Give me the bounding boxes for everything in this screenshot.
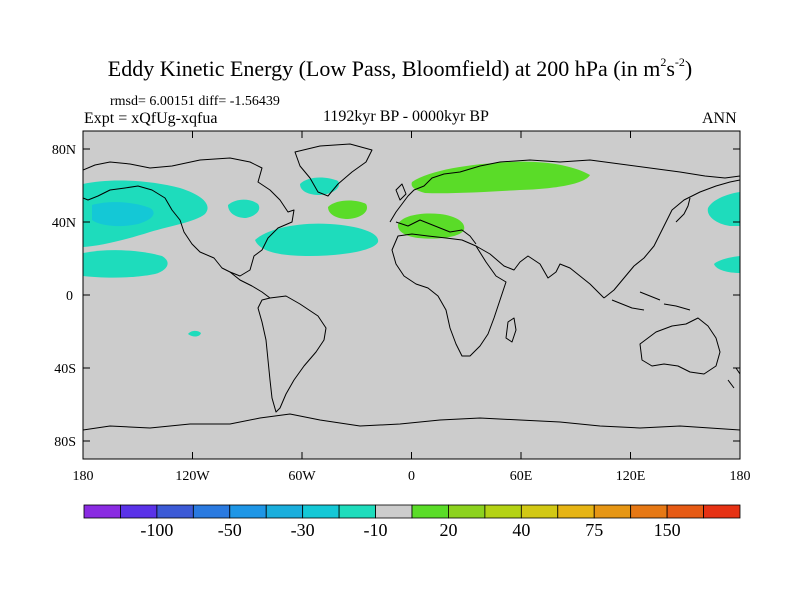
colorbar-label: 75 bbox=[585, 520, 603, 540]
season-label: ANN bbox=[702, 110, 737, 127]
anomaly-subtropical-pacific bbox=[83, 250, 168, 278]
coast-greenland bbox=[294, 143, 373, 197]
axis-ticks bbox=[82, 131, 741, 459]
coast-british-isles bbox=[395, 183, 407, 201]
lon-label-180e: 180 bbox=[730, 469, 751, 484]
anomaly-north-atlantic bbox=[255, 223, 379, 256]
colorbar-box bbox=[120, 504, 158, 519]
colorbar-box bbox=[338, 504, 376, 519]
title-superscript-2: -2 bbox=[674, 54, 685, 69]
lat-label-40n: 40N bbox=[52, 216, 76, 231]
colorbar-label: 20 bbox=[439, 520, 457, 540]
stats-text: rmsd= 6.00151 diff= -1.56439 bbox=[110, 94, 280, 109]
coast-central-america bbox=[229, 271, 271, 299]
coast-indonesia bbox=[611, 291, 691, 311]
title-superscript-1: 2 bbox=[660, 54, 667, 69]
coast-north-america bbox=[83, 157, 295, 277]
colorbar-box bbox=[666, 504, 704, 519]
anomaly-south-pacific-spot bbox=[188, 330, 201, 337]
colorbar-label: -100 bbox=[140, 520, 173, 540]
lat-label-80s: 80S bbox=[54, 435, 76, 450]
colorbar-box bbox=[448, 504, 486, 519]
title-end: ) bbox=[684, 56, 693, 81]
colorbar-box bbox=[520, 504, 559, 519]
anomaly-greenland bbox=[300, 177, 340, 195]
anomaly-layer bbox=[83, 161, 740, 337]
colorbar-box bbox=[703, 504, 741, 519]
anomaly-north-pacific-core bbox=[92, 202, 154, 227]
lon-label-60e: 60E bbox=[510, 469, 533, 484]
colorbar-box bbox=[557, 504, 595, 519]
colorbar-box bbox=[229, 504, 267, 519]
lat-label-40s: 40S bbox=[54, 362, 76, 377]
coastlines bbox=[83, 143, 740, 431]
colorbar-box bbox=[302, 504, 340, 519]
coast-europe-south bbox=[395, 219, 477, 245]
coast-europe-asia bbox=[389, 159, 740, 223]
colorbar-box bbox=[630, 504, 668, 519]
coast-africa bbox=[391, 233, 507, 357]
experiment-label: Expt = xQfUg-xqfua bbox=[84, 110, 218, 127]
colorbar-label: -50 bbox=[218, 520, 242, 540]
anomaly-northern-europe bbox=[411, 161, 590, 194]
colorbar-label: -30 bbox=[291, 520, 315, 540]
anomaly-western-pacific bbox=[707, 192, 740, 226]
colorbar-box bbox=[593, 504, 632, 519]
colorbar-box bbox=[411, 504, 449, 519]
coast-south-america bbox=[257, 295, 327, 413]
anomaly-mediterranean bbox=[397, 213, 465, 239]
colorbar-label: -10 bbox=[364, 520, 388, 540]
coast-japan bbox=[675, 197, 691, 223]
coast-arabia-india bbox=[475, 245, 605, 299]
colorbar: -100 -50 -30 -10 20 40 75 150 bbox=[83, 504, 741, 540]
colorbar-box bbox=[156, 504, 194, 519]
colorbar-box bbox=[192, 504, 231, 519]
coast-east-asia bbox=[603, 179, 740, 299]
period-label: 1192kyr BP - 0000kyr BP bbox=[323, 108, 489, 125]
colorbar-box bbox=[265, 504, 304, 519]
lat-label-80n: 80N bbox=[52, 143, 76, 158]
lon-label-120w: 120W bbox=[175, 469, 210, 484]
colorbar-label: 40 bbox=[512, 520, 530, 540]
colorbar-box bbox=[484, 504, 522, 519]
lat-label-0: 0 bbox=[66, 289, 73, 304]
title-mid: s bbox=[666, 56, 675, 81]
coast-madagascar bbox=[505, 317, 517, 343]
anomaly-labrador bbox=[228, 199, 260, 218]
coast-new-zealand bbox=[727, 367, 740, 389]
anomaly-western-pacific-south bbox=[714, 256, 740, 273]
coast-antarctica bbox=[83, 413, 740, 431]
anomaly-central-atlantic bbox=[328, 200, 368, 219]
latitude-labels: 80N 40N 0 40S 80S bbox=[52, 143, 76, 450]
lon-label-120e: 120E bbox=[616, 469, 646, 484]
colorbar-box bbox=[375, 504, 413, 519]
colorbar-box bbox=[83, 504, 121, 519]
title-main: Eddy Kinetic Energy (Low Pass, Bloomfiel… bbox=[107, 56, 661, 81]
colorbar-label: 150 bbox=[654, 520, 681, 540]
lon-label-0: 0 bbox=[408, 469, 415, 484]
coast-australia bbox=[639, 317, 721, 375]
longitude-labels: 180 120W 60W 0 60E 120E 180 bbox=[73, 469, 751, 484]
map-background bbox=[83, 131, 740, 459]
lon-label-60w: 60W bbox=[288, 469, 316, 484]
map-title: Eddy Kinetic Energy (Low Pass, Bloomfiel… bbox=[0, 54, 800, 82]
lon-label-180w: 180 bbox=[73, 469, 94, 484]
